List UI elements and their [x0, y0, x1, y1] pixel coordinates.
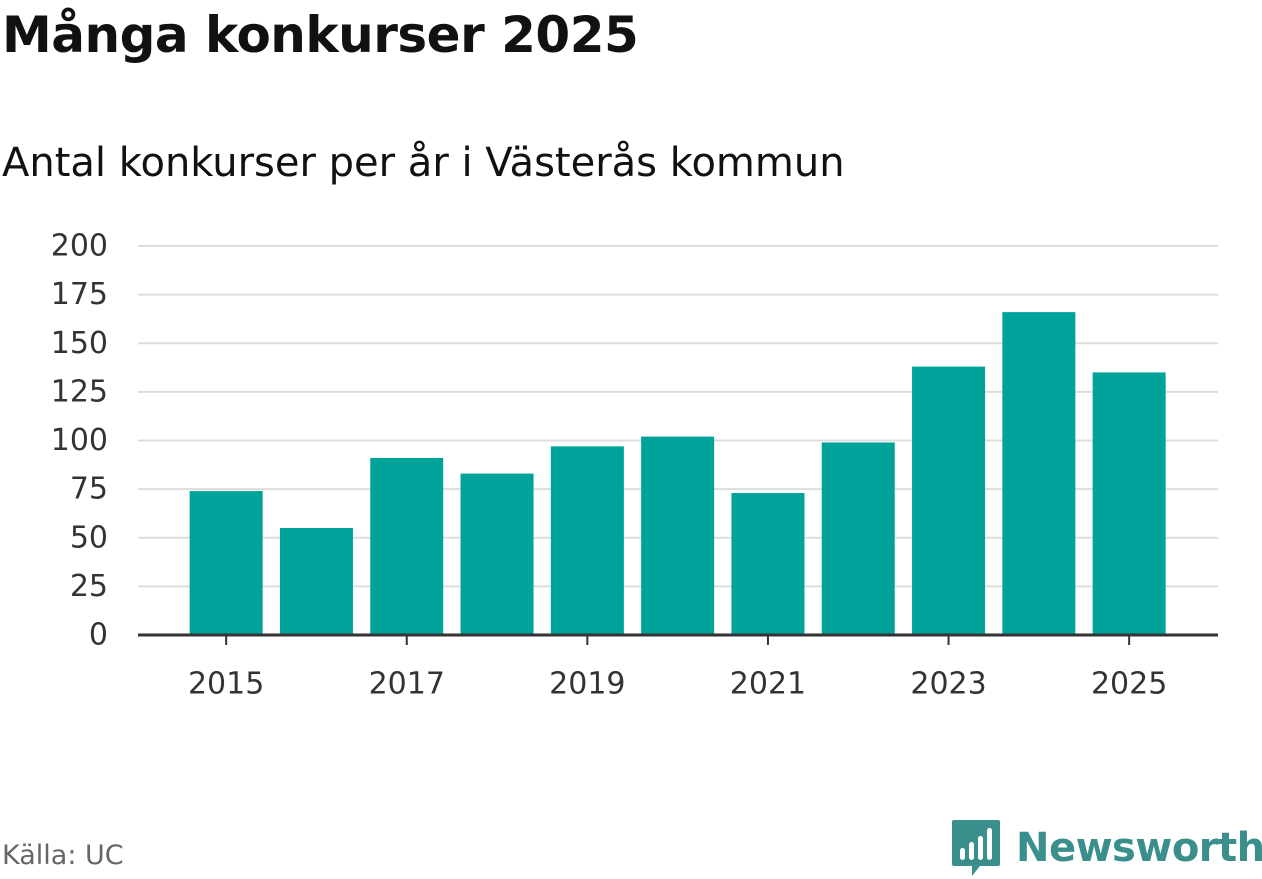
x-tick-label-2019: 2019 — [549, 667, 625, 702]
x-tick-label-2021: 2021 — [730, 667, 806, 702]
x-tick-label-2017: 2017 — [369, 667, 445, 702]
y-tick-label-100: 100 — [51, 423, 108, 458]
bar-2018 — [460, 473, 534, 635]
y-tick-label-125: 125 — [51, 374, 108, 409]
y-tick-label-75: 75 — [70, 472, 108, 507]
bar-2020 — [641, 436, 715, 635]
bar-2015 — [189, 491, 263, 635]
bar-2021 — [731, 493, 805, 635]
bar-2023 — [912, 366, 986, 635]
y-tick-label-0: 0 — [89, 618, 108, 653]
x-tick-label-2025: 2025 — [1091, 667, 1167, 702]
newsworthy-logo-icon — [952, 820, 1000, 876]
brand-logo: Newsworthy — [950, 818, 1262, 878]
bar-2024 — [1002, 312, 1076, 635]
source-note: Källa: UC — [2, 840, 124, 871]
chart-subtitle: Antal konkurser per år i Västerås kommun — [2, 140, 845, 186]
bar-2025 — [1092, 372, 1166, 635]
y-tick-label-175: 175 — [51, 277, 108, 312]
y-tick-label-150: 150 — [51, 326, 108, 361]
y-axis-labels: 0 25 50 75 100 125 150 175 200 — [51, 229, 108, 653]
x-axis-labels: 2015 2017 2019 2021 2023 2025 — [188, 667, 1167, 702]
y-tick-label-25: 25 — [70, 569, 108, 604]
y-tick-label-200: 200 — [51, 229, 108, 264]
x-axis — [138, 633, 1218, 645]
bar-2019 — [550, 446, 624, 635]
bar-2017 — [370, 458, 444, 635]
y-tick-label-50: 50 — [70, 520, 108, 555]
chart-title: Många konkurser 2025 — [2, 6, 639, 64]
bar-2016 — [279, 528, 353, 635]
bar-2022 — [821, 442, 895, 635]
brand-name: Newsworthy — [1016, 825, 1262, 871]
x-tick-label-2023: 2023 — [910, 667, 986, 702]
bars — [189, 312, 1166, 635]
x-tick-label-2015: 2015 — [188, 667, 264, 702]
